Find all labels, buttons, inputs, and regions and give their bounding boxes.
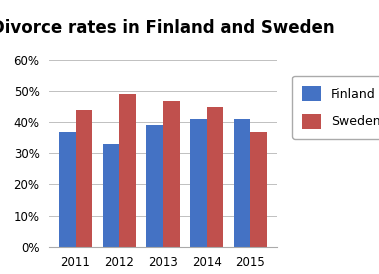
Bar	[234, 119, 251, 247]
Text: Divorce rates in Finland and Sweden: Divorce rates in Finland and Sweden	[0, 19, 335, 37]
Bar	[190, 119, 207, 247]
Bar	[59, 132, 75, 247]
Bar	[207, 107, 223, 247]
Bar	[251, 132, 267, 247]
Bar	[103, 144, 119, 247]
Bar	[146, 125, 163, 247]
Bar	[119, 95, 136, 247]
Legend: Finland, Sweden: Finland, Sweden	[292, 76, 379, 139]
Bar	[75, 110, 92, 247]
Bar	[163, 101, 180, 247]
